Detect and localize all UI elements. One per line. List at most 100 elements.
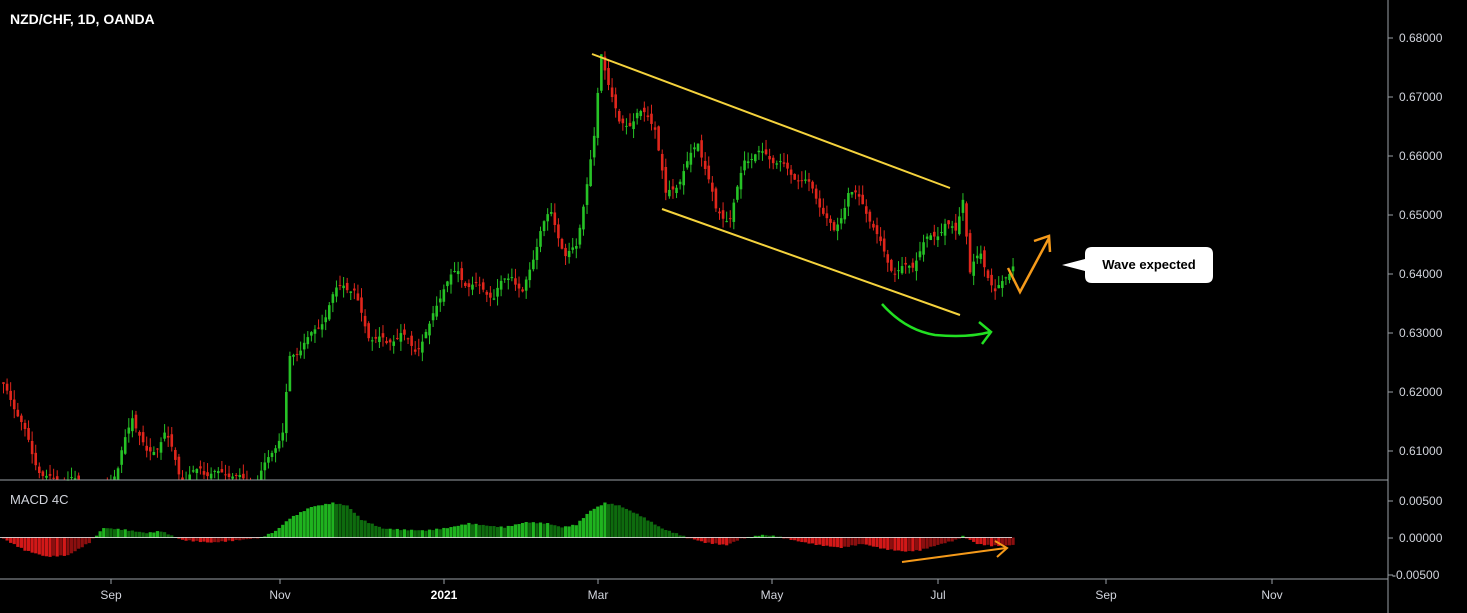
candle [514,268,517,291]
candle [202,462,206,479]
candle [986,268,990,281]
macd-bar [59,537,63,556]
macd-bar [535,523,539,538]
candle [335,280,338,303]
candle [678,179,682,190]
candle [360,288,363,322]
macd-bar [338,503,342,538]
green-curved-arrow[interactable] [881,303,991,338]
candle [148,438,152,461]
macd-bar [900,537,904,552]
candle [915,252,918,281]
candle [485,290,489,303]
candle [263,453,267,480]
macd-divergence-arrow-head [994,540,1009,558]
candle [492,289,496,301]
candle [567,242,571,264]
macd-bar [549,524,553,538]
channel-upper-line[interactable] [591,53,951,189]
candle [847,187,850,217]
candle [972,253,975,286]
macd-bar [277,527,281,538]
macd-bar [635,513,639,538]
candle [331,291,335,313]
macd-bar [467,522,471,538]
candle [732,198,736,230]
macd-bar [964,537,969,539]
callout-wave-expected[interactable]: Wave expected [1062,247,1213,283]
macd-bar [932,537,936,547]
macd-bar [112,529,117,538]
time-axis[interactable]: Sep Nov 2021 Mar May Jul Sep Nov [100,579,1283,602]
macd-bar [349,509,353,538]
macd-bar [925,537,929,549]
candle [632,113,635,139]
candle [327,302,331,322]
candle [857,185,861,206]
candle [879,227,882,246]
candle [689,144,693,173]
macd-bar [87,537,92,544]
candle [872,220,875,231]
symbol-title: NZD/CHF, 1D, OANDA [10,11,155,27]
macd-bar [725,537,729,546]
candle [811,180,814,194]
macd-bar [735,537,739,541]
macd-bar [861,537,865,545]
macd-bar [997,537,1001,546]
candle [940,223,943,237]
candle [188,466,191,480]
macd-bar [427,529,432,538]
candle [789,164,793,184]
macd-bar [846,537,850,547]
macd-bar [696,537,700,541]
candle [943,218,947,246]
candle [381,325,385,347]
candle [578,224,582,249]
candle [660,149,664,179]
macd-bar [345,505,349,538]
macd-bar [145,533,149,538]
macd-divergence-line[interactable] [901,547,1007,563]
candle [664,158,668,201]
macd-bar [270,533,274,538]
channel-lower-line[interactable] [661,208,961,316]
macd-bar [818,537,822,545]
candle [757,145,761,160]
candle [12,390,16,419]
candle [442,284,446,306]
candle [431,305,435,328]
macd-bar [320,505,324,538]
candle [822,198,825,216]
candle [911,258,915,273]
macd-bar [266,533,271,538]
candle [539,226,542,253]
candle [861,185,864,205]
macd-bar [55,537,59,557]
price-tick-label: 0.65000 [1399,208,1443,222]
macd-bar [116,528,120,538]
candle [771,155,775,170]
macd-bar [839,537,843,548]
macd-bar [907,537,911,551]
candle [646,106,650,121]
candle [34,444,38,471]
candle [277,433,281,452]
macd-bar [209,537,213,543]
macd-bar [889,537,893,550]
candle [363,309,367,334]
candle [696,143,700,152]
candle [958,207,961,236]
orange-wave-arrow[interactable] [1006,237,1051,295]
macd-bar [213,537,217,543]
macd-bar [979,537,983,545]
candle [990,268,993,293]
candle [471,276,474,296]
price-axis[interactable]: 0.68000 0.67000 0.66000 0.65000 0.64000 0.630… [1388,31,1443,458]
macd-bar [374,525,378,538]
macd-bar [510,525,514,538]
time-tick-label: Sep [100,588,122,602]
candle [528,262,532,288]
macd-axis[interactable]: 0.00500 0.00000 -0.00500 [1388,494,1443,582]
